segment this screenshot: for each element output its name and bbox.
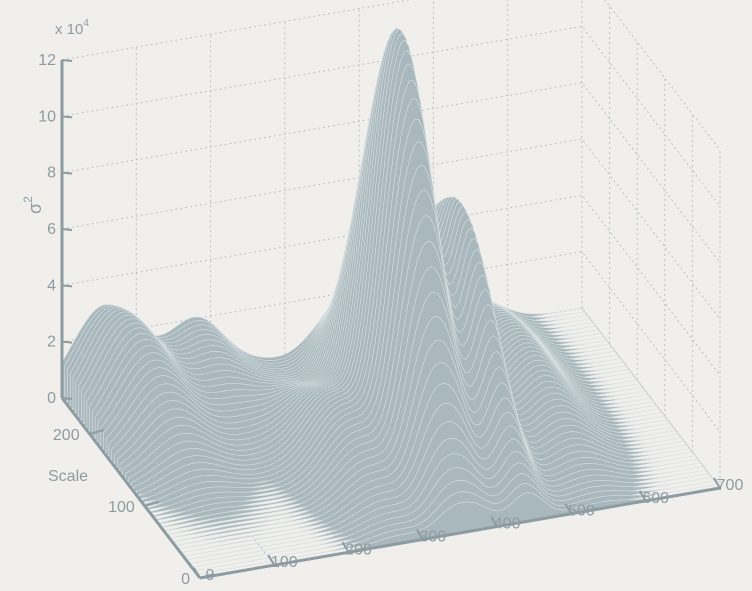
z-tick xyxy=(62,229,72,230)
z-tick-label: 4 xyxy=(47,277,56,294)
z-axis-label: σ2 xyxy=(21,196,45,214)
x-tick-label: 100 xyxy=(271,554,298,571)
z-tick xyxy=(62,342,72,343)
x-tick-label: 500 xyxy=(568,503,595,520)
x-tick-label: 600 xyxy=(642,490,669,507)
x-tick-label: 400 xyxy=(494,516,521,533)
z-tick-label: 10 xyxy=(38,108,56,125)
y-axis-label: Scale xyxy=(48,468,88,485)
x-tick-label: 200 xyxy=(345,541,372,558)
x-tick-label: 300 xyxy=(420,528,447,545)
z-tick xyxy=(62,173,72,174)
z-tick xyxy=(62,60,72,61)
x-tick-label: 0 xyxy=(206,567,215,584)
z-scale-label: x 104 xyxy=(55,18,89,38)
z-tick-label: 8 xyxy=(47,165,56,182)
z-tick xyxy=(62,285,72,286)
y-tick-label: 200 xyxy=(53,427,80,444)
z-tick-label: 6 xyxy=(47,221,56,238)
y-tick-label: 100 xyxy=(108,499,135,516)
x-tick-label: 700 xyxy=(717,477,744,494)
z-tick xyxy=(62,116,72,117)
z-tick-label: 0 xyxy=(47,390,56,407)
z-tick-label: 2 xyxy=(47,334,56,351)
y-tick-label: 0 xyxy=(181,571,190,586)
z-tick xyxy=(62,398,72,399)
z-tick-label: 12 xyxy=(38,52,56,69)
surface-layer xyxy=(62,28,720,578)
